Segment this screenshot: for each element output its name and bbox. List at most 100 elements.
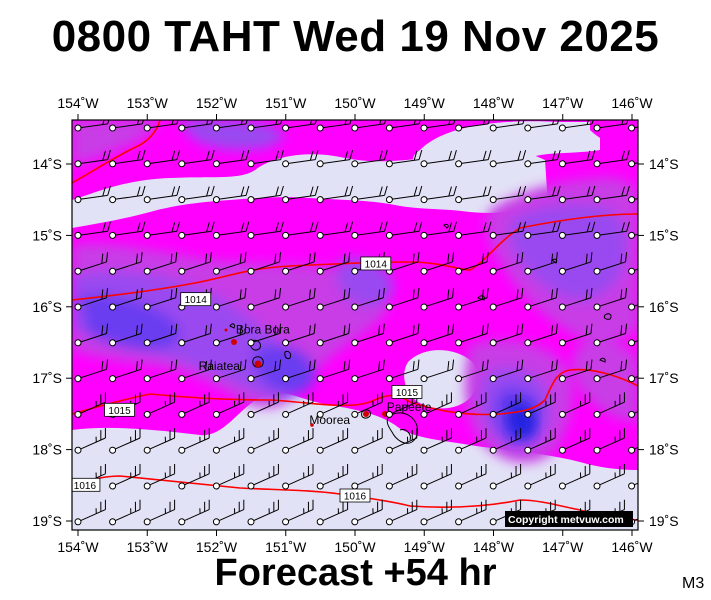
wind-barb bbox=[628, 194, 638, 204]
wind-barb bbox=[489, 120, 527, 132]
lat-label-right: 17˚S bbox=[649, 370, 679, 386]
axis-ticks: 154˚W 154˚W 153˚W 153˚W 152˚W 152˚W 151˚W 151˚W… bbox=[32, 95, 678, 555]
precip-light-area-south bbox=[72, 392, 638, 530]
wind-barb bbox=[524, 221, 561, 239]
lon-label-bottom: 153˚W bbox=[127, 539, 169, 555]
wind-barb bbox=[455, 252, 489, 275]
atoll-outline bbox=[599, 357, 606, 363]
atoll-outline bbox=[603, 313, 612, 320]
wind-barb bbox=[558, 221, 596, 239]
lon-label-bottom: 147˚W bbox=[542, 539, 584, 555]
wind-barb bbox=[489, 392, 522, 418]
wind-barb bbox=[524, 185, 561, 204]
wind-barb bbox=[628, 368, 638, 383]
wind-barb bbox=[420, 120, 457, 132]
wind-barb bbox=[628, 401, 638, 418]
moorea-marker bbox=[363, 411, 369, 417]
wind-barb bbox=[455, 120, 492, 132]
wind-barb bbox=[316, 252, 351, 275]
island-outline bbox=[229, 323, 235, 329]
svg-text:1015: 1015 bbox=[396, 388, 419, 399]
wind-barb bbox=[282, 359, 316, 383]
wind-barb bbox=[351, 428, 383, 454]
svg-text:1016: 1016 bbox=[74, 481, 97, 492]
wind-barb bbox=[385, 499, 418, 526]
wind-barb bbox=[316, 185, 354, 204]
isobar-labels: 1014 1014 1015 1015 1016 1016 bbox=[72, 256, 423, 503]
wind-barb bbox=[558, 463, 591, 490]
wind-barb bbox=[593, 252, 628, 275]
wind-barb bbox=[109, 359, 143, 383]
wind-barb bbox=[351, 323, 385, 347]
copyright-box bbox=[505, 511, 633, 527]
lat-label-left: 19˚S bbox=[32, 513, 62, 529]
wind-barb bbox=[143, 463, 176, 490]
wind-barb bbox=[143, 150, 181, 168]
wind-barb bbox=[558, 287, 593, 311]
wind-barb bbox=[178, 323, 212, 347]
wind-barb bbox=[143, 120, 181, 132]
wind-barb bbox=[420, 428, 452, 454]
precipitation-field: 1014 1014 1015 1015 1016 1016 Bora Bora Raiate… bbox=[72, 120, 638, 530]
wind-barb bbox=[489, 323, 524, 347]
wind-barb bbox=[351, 221, 388, 239]
wind-barb bbox=[489, 221, 527, 239]
wind-barb bbox=[212, 150, 250, 168]
lon-label-top: 146˚W bbox=[611, 95, 653, 111]
wind-barb bbox=[351, 359, 385, 383]
place-labels: Bora Bora Raiatea Moorea Papeete bbox=[199, 323, 432, 428]
wind-barb bbox=[385, 120, 423, 132]
lon-label-top: 153˚W bbox=[127, 95, 169, 111]
wind-barb bbox=[143, 185, 181, 204]
model-label: M3 bbox=[682, 575, 705, 592]
wind-barb bbox=[558, 392, 591, 418]
wind-barb bbox=[282, 120, 319, 132]
wind-barb bbox=[385, 150, 423, 168]
wind-barb bbox=[74, 287, 109, 311]
wind-barb bbox=[593, 150, 630, 168]
wind-barb bbox=[212, 120, 250, 132]
wind-barb bbox=[420, 463, 452, 490]
wind-barb bbox=[282, 392, 314, 418]
wind-barb bbox=[524, 323, 558, 347]
lat-label-left: 15˚S bbox=[32, 227, 62, 243]
wind-barb bbox=[247, 150, 284, 168]
wind-barb bbox=[143, 428, 176, 454]
wind-barb bbox=[212, 392, 245, 418]
lat-label-left: 18˚S bbox=[32, 442, 62, 458]
wind-barb bbox=[109, 120, 146, 132]
wind-barb bbox=[178, 392, 210, 418]
wind-barb bbox=[316, 323, 351, 347]
wind-barb bbox=[282, 150, 319, 168]
wind-barb bbox=[420, 252, 455, 275]
lon-label-top: 152˚W bbox=[196, 95, 238, 111]
isobar-label: 1015 bbox=[104, 402, 135, 417]
wind-barb bbox=[143, 323, 178, 347]
wind-barb bbox=[489, 150, 527, 168]
lat-label-left: 14˚S bbox=[32, 156, 62, 172]
isobar-label: 1014 bbox=[180, 292, 212, 306]
wind-barb bbox=[282, 463, 314, 490]
wind-barb bbox=[247, 221, 284, 239]
wind-barb bbox=[558, 428, 591, 454]
wind-barb bbox=[593, 221, 630, 239]
wind-barb bbox=[316, 287, 351, 311]
wind-barb bbox=[74, 323, 109, 347]
wind-barb bbox=[282, 287, 316, 311]
wind-barb bbox=[247, 185, 284, 204]
lon-label-top: 147˚W bbox=[542, 95, 584, 111]
wind-barb bbox=[109, 287, 143, 311]
wind-barb bbox=[212, 428, 245, 454]
wind-barb bbox=[247, 323, 282, 347]
wind-barb bbox=[109, 221, 146, 239]
wind-barb bbox=[628, 473, 638, 490]
wind-barb bbox=[455, 392, 487, 418]
wind-barb bbox=[385, 185, 423, 204]
lon-label-bottom: 151˚W bbox=[265, 539, 307, 555]
wind-barb bbox=[455, 185, 492, 204]
wind-barb bbox=[420, 499, 452, 526]
wind-barb bbox=[385, 428, 418, 454]
lat-label-left: 16˚S bbox=[32, 299, 62, 315]
wind-barb bbox=[420, 185, 457, 204]
wind-barb bbox=[143, 252, 178, 275]
